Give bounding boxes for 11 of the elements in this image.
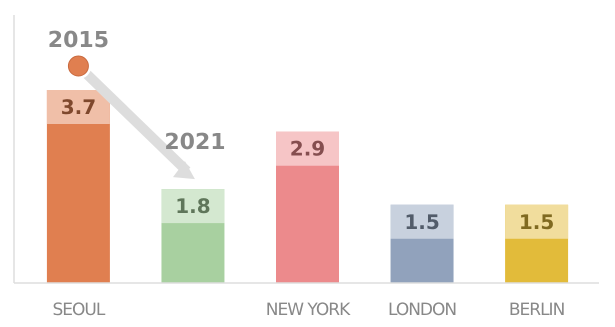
- text: 2015: [48, 28, 110, 53]
- data-label: 3.7: [60, 95, 96, 119]
- x-tick-label: LONDON: [388, 300, 456, 320]
- x-tick-label: NEW YORK: [266, 300, 352, 320]
- x-tick-label: BERLIN: [508, 300, 565, 320]
- data-label: 1.8: [175, 194, 211, 218]
- x-tick-label: SEOUL: [52, 300, 106, 320]
- data-label: 1.5: [404, 210, 440, 234]
- data-label: 2.9: [290, 136, 326, 161]
- annotation: 2021: [164, 130, 226, 156]
- data-label: 1.5: [518, 210, 554, 234]
